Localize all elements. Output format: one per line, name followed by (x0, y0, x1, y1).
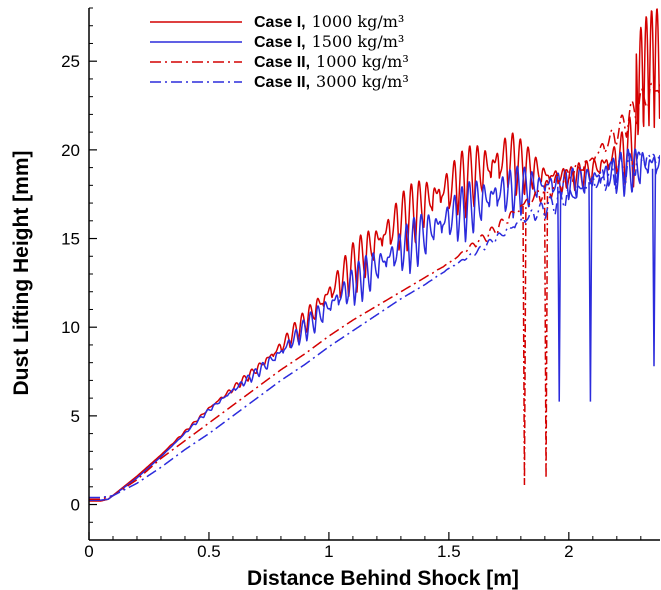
series-dip (588, 182, 593, 402)
x-tick-label: 2 (564, 542, 573, 561)
series-line (89, 151, 660, 499)
legend-label: Case II, 1000 kg/m³ (254, 52, 409, 71)
series-layer (89, 8, 660, 502)
legend-label-case: Case II, (254, 54, 310, 71)
series-dip (557, 186, 562, 402)
y-tick-label: 5 (71, 407, 80, 426)
legend-label-density: 1500 kg/m³ (312, 32, 405, 51)
x-axis-title: Distance Behind Shock [m] (247, 567, 519, 590)
series-dip (651, 168, 657, 367)
legend-label-case: Case I, (254, 14, 306, 31)
series-dip (522, 205, 527, 486)
legend-label-case: Case I, (254, 34, 306, 51)
y-tick-label: 20 (61, 141, 80, 160)
legend-label-case: Case II, (254, 74, 310, 91)
legend-label-density: 1000 kg/m³ (316, 52, 409, 71)
legend-label-density: 1000 kg/m³ (312, 12, 405, 31)
x-tick-label: 1 (324, 542, 333, 561)
y-tick-label: 0 (71, 496, 80, 515)
y-tick-label: 10 (61, 318, 80, 337)
y-axis-title: Dust Lifting Height [mm] (10, 151, 33, 396)
legend-label: Case I, 1000 kg/m³ (254, 12, 404, 31)
series-line (89, 82, 660, 500)
x-tick-label: 0.5 (197, 542, 221, 561)
legend-label: Case I, 1500 kg/m³ (254, 32, 404, 51)
legend-label: Case II, 3000 kg/m³ (254, 72, 409, 91)
x-tick-label: 0 (84, 542, 93, 561)
x-tick-label: 1.5 (437, 542, 461, 561)
legend-label-density: 3000 kg/m³ (316, 72, 409, 91)
series-line (89, 148, 660, 501)
y-tick-label: 15 (61, 230, 80, 249)
y-tick-label: 25 (61, 52, 80, 71)
series-dip (543, 191, 549, 478)
